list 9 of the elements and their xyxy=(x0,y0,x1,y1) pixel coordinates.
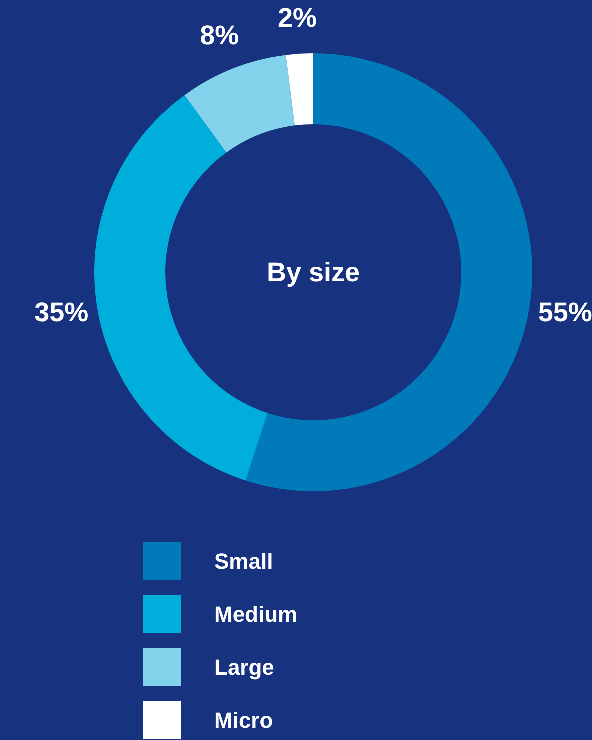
legend-label: Medium xyxy=(214,602,298,627)
data-label: 35% xyxy=(34,297,89,328)
legend-label: Small xyxy=(214,549,274,574)
data-label: 2% xyxy=(278,3,318,34)
legend-label: Micro xyxy=(214,708,274,733)
data-label: 55% xyxy=(538,297,592,328)
data-label: 8% xyxy=(200,20,240,50)
text: By size xyxy=(266,258,360,288)
legend-label: Large xyxy=(214,655,274,680)
